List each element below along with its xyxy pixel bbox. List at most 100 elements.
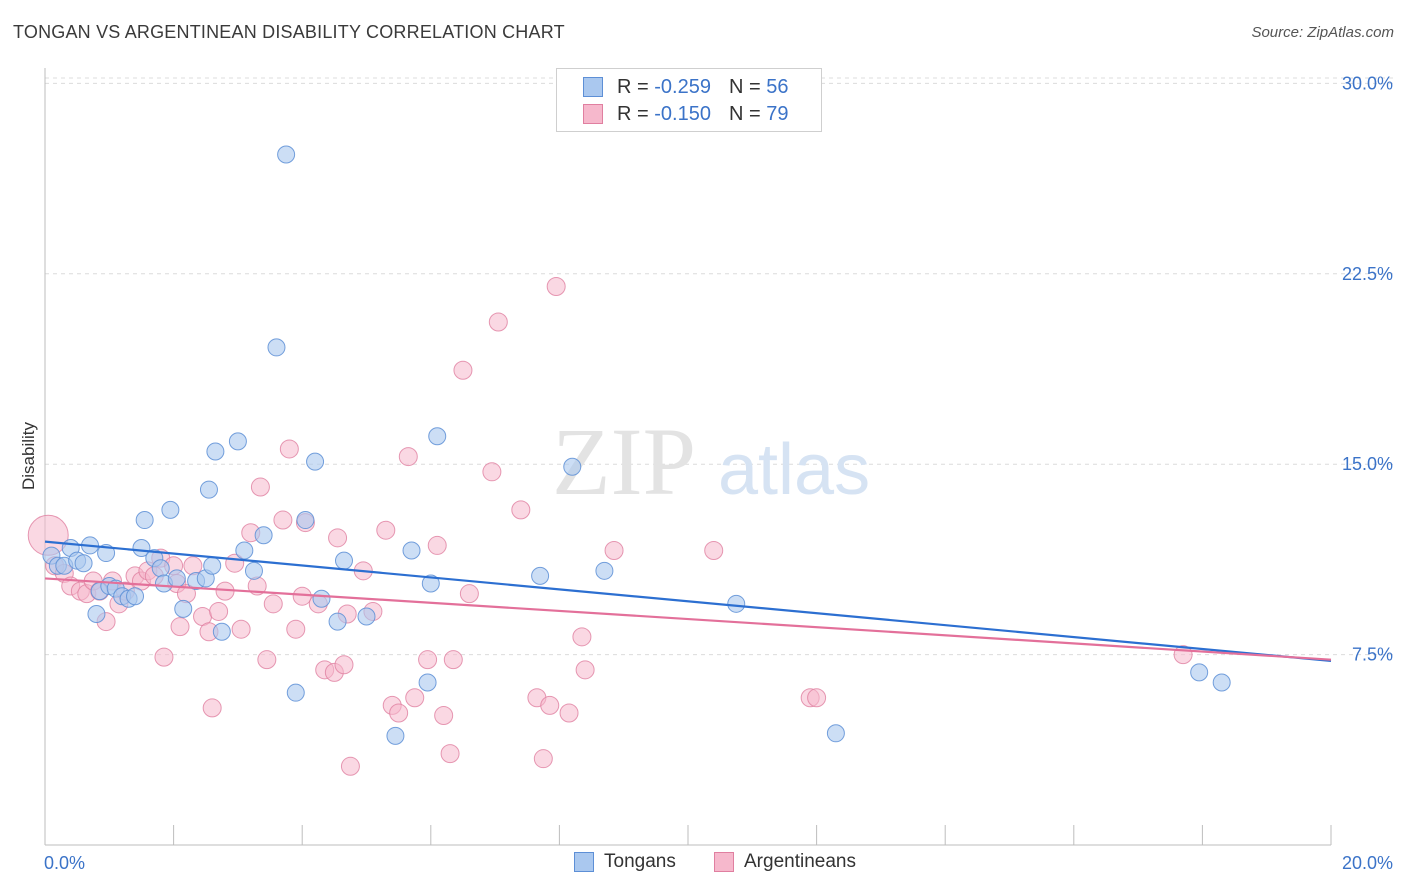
tongans-point xyxy=(826,724,845,743)
tongans-point xyxy=(1212,673,1231,692)
tongans-swatch xyxy=(583,77,603,97)
tongans-point xyxy=(334,551,353,570)
argentineans-point xyxy=(231,619,251,639)
tongans-legend-label: Tongans xyxy=(604,851,676,872)
tongans-point xyxy=(1190,663,1209,682)
argentineans-point xyxy=(263,594,283,614)
argentineans-trend-line xyxy=(44,577,1332,661)
axes xyxy=(44,68,1332,846)
watermark: ZIP atlas xyxy=(552,408,870,515)
y-tick-label: 30.0% xyxy=(1342,73,1393,93)
n-label: N = xyxy=(728,75,761,98)
tongans-point xyxy=(132,538,151,557)
x-tick-label-max: 20.0% xyxy=(1342,853,1393,873)
argentineans-point xyxy=(440,744,460,764)
argentineans-point xyxy=(328,528,348,548)
tongans-point xyxy=(206,442,225,461)
tongans-point xyxy=(312,589,331,608)
tongans-point xyxy=(167,569,186,588)
tongans-point xyxy=(235,541,254,560)
y-tick-label: 22.5% xyxy=(1342,264,1393,284)
y-axis-label: Disability xyxy=(19,421,38,490)
source-label: Source: ZipAtlas.com xyxy=(1251,24,1394,41)
argentineans-point xyxy=(340,756,360,776)
argentineans-point xyxy=(257,650,277,670)
tick-labels: 7.5% 15.0% 22.5% 30.0% 0.0% 20.0% xyxy=(44,73,1393,873)
tongans-point xyxy=(74,554,93,573)
tongans-point xyxy=(296,511,315,530)
argentineans-point xyxy=(286,619,306,639)
argentineans-point xyxy=(154,647,174,667)
argentineans-point xyxy=(398,447,418,467)
argentineans-point xyxy=(334,655,354,675)
n-value-tongans: 56 xyxy=(766,75,789,98)
trend-lines xyxy=(44,540,1332,663)
argentineans-point xyxy=(453,360,473,380)
argentineans-point xyxy=(443,650,463,670)
tongans-point xyxy=(199,480,218,499)
tongans-point xyxy=(563,457,582,476)
correlation-legend: R = -0.259 N = 56 R = -0.150 N = 79 xyxy=(556,68,822,132)
r-label: R = xyxy=(617,75,649,98)
series-legend-argentineans: Argentineans xyxy=(714,851,856,873)
argentineans-point xyxy=(540,695,560,715)
argentineans-point xyxy=(482,462,502,482)
chart-title: TONGAN VS ARGENTINEAN DISABILITY CORRELA… xyxy=(13,22,565,42)
legend-row-tongans: R = -0.259 N = 56 xyxy=(583,75,788,99)
tongans-trend-line xyxy=(44,540,1332,663)
tongans-point xyxy=(418,673,437,692)
y-tick-label: 7.5% xyxy=(1352,645,1393,665)
tongans-point xyxy=(254,526,273,545)
argentineans-point xyxy=(183,556,203,576)
argentineans-point xyxy=(427,535,447,555)
tongans-point xyxy=(386,726,405,745)
argentineans-point xyxy=(376,520,396,540)
x-tick-label-min: 0.0% xyxy=(44,853,85,873)
argentineans-point xyxy=(459,584,479,604)
tongans-point xyxy=(244,561,263,580)
tongans-point xyxy=(277,145,296,164)
tongans-point xyxy=(328,612,347,631)
tongans-point xyxy=(727,594,746,613)
tongans-point xyxy=(402,541,421,560)
argentineans-point xyxy=(488,312,508,332)
n-label: N = xyxy=(728,102,761,125)
argentineans-point xyxy=(559,703,579,723)
n-value-argentineans: 79 xyxy=(766,102,789,125)
argentineans-point xyxy=(292,586,312,606)
tongans-point xyxy=(595,561,614,580)
argentineans-point xyxy=(389,703,409,723)
argentineans-point xyxy=(434,706,454,726)
argentineans-point xyxy=(209,601,229,621)
tongans-point xyxy=(421,574,440,593)
tongans-point xyxy=(87,604,106,623)
tongans-point xyxy=(161,500,180,519)
tongans-point xyxy=(428,427,447,446)
tongans-point xyxy=(203,556,222,575)
watermark-atlas: atlas xyxy=(718,430,870,510)
argentineans-point xyxy=(418,650,438,670)
argentineans-point xyxy=(807,688,827,708)
argentineans-point xyxy=(575,660,595,680)
tongans-point xyxy=(286,683,305,702)
tongans-point xyxy=(531,566,550,585)
argentineans-point xyxy=(604,541,624,561)
tongans-point xyxy=(228,432,247,451)
argentineans-point xyxy=(202,698,222,718)
tongans-point xyxy=(135,511,154,530)
tongans-point xyxy=(174,599,193,618)
r-value-argentineans: -0.150 xyxy=(654,102,711,125)
tongans-point xyxy=(212,622,231,641)
tongans-point xyxy=(306,452,325,471)
argentineans-point xyxy=(273,510,293,530)
argentineans-point xyxy=(511,500,531,520)
argentineans-legend-label: Argentineans xyxy=(744,851,856,872)
tongans-point xyxy=(97,544,116,563)
legend-row-argentineans: R = -0.150 N = 79 xyxy=(583,102,788,126)
argentineans-point xyxy=(546,276,566,296)
tongans-point xyxy=(267,338,286,357)
argentineans-points xyxy=(27,276,1193,776)
series-legend-tongans: Tongans xyxy=(574,851,676,873)
argentineans-point xyxy=(405,688,425,708)
